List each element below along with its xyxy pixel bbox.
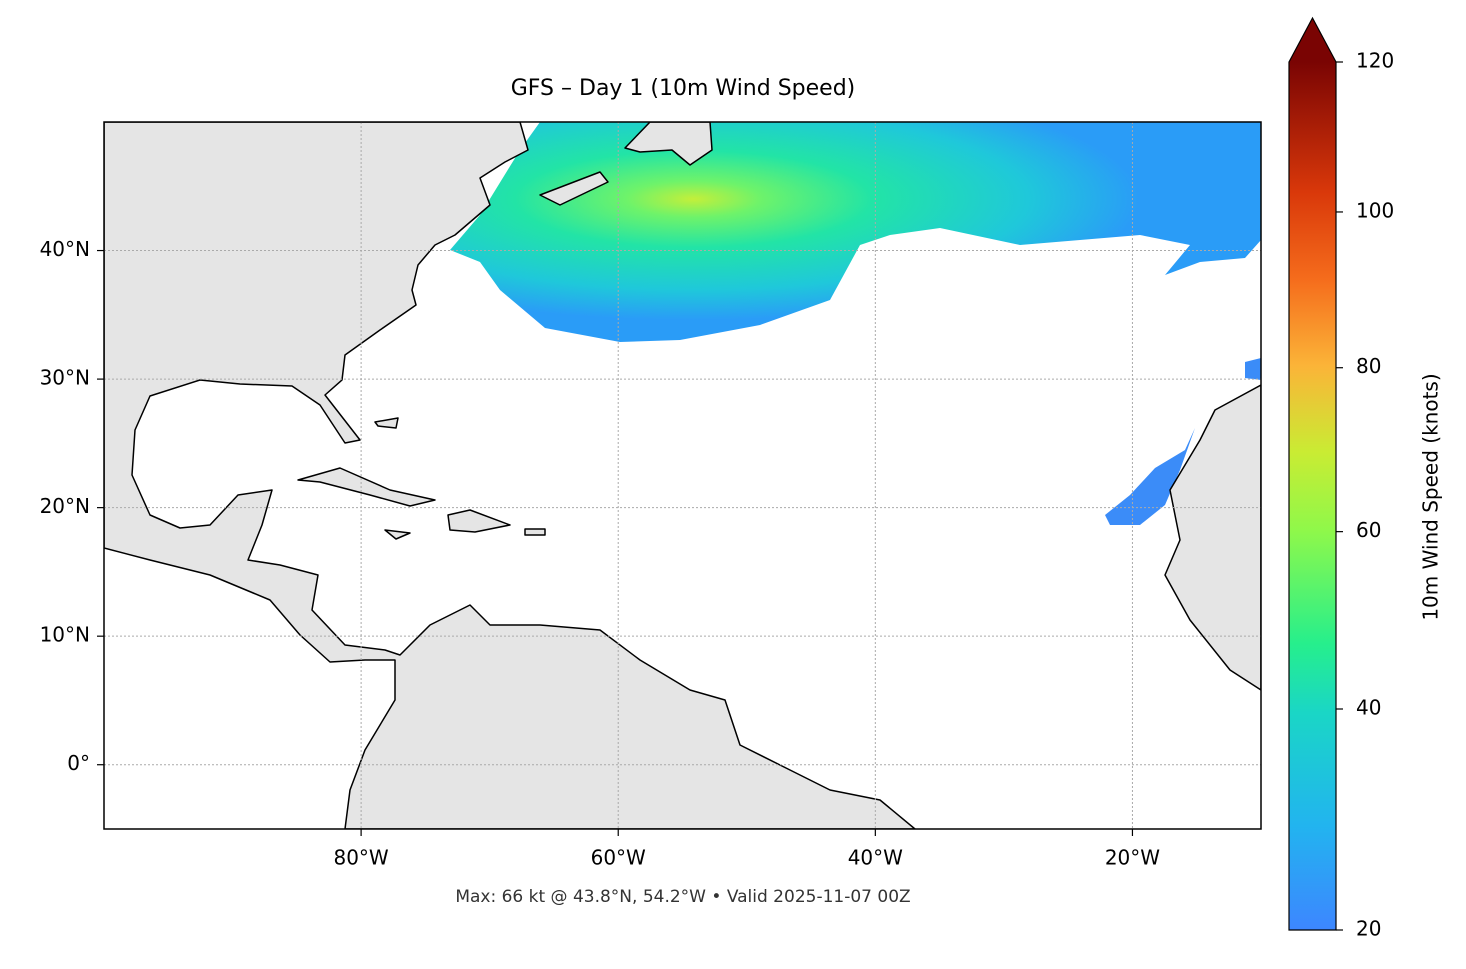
land	[447, 509, 511, 533]
land	[104, 122, 916, 829]
land	[297, 467, 436, 507]
map-frame	[103, 121, 1262, 830]
colorbar-tick-label: 40	[1356, 695, 1381, 719]
land	[374, 417, 399, 429]
y-tick-label: 20°N	[40, 494, 90, 518]
wind-field	[450, 122, 1261, 342]
colorbar-tick-label: 80	[1356, 354, 1381, 378]
land	[524, 528, 546, 536]
wind-field-east	[1245, 358, 1261, 380]
colorbar-frame	[1288, 16, 1337, 931]
x-tick-label: 20°W	[1105, 846, 1160, 870]
colorbar-label: 10m Wind Speed (knots)	[1419, 373, 1443, 620]
y-tick-label: 10°N	[40, 623, 90, 647]
colorbar-tick-label: 60	[1356, 518, 1381, 542]
grid	[104, 122, 1261, 829]
land	[1164, 384, 1261, 691]
colorbar-ticks: 20 40 60 80 100 120	[1336, 49, 1394, 941]
map-area	[104, 122, 1261, 829]
y-tick-label: 40°N	[40, 237, 90, 261]
land	[624, 122, 713, 166]
x-tick-label: 40°W	[848, 846, 903, 870]
colorbar-tick-label: 100	[1356, 198, 1394, 222]
colorbar	[1289, 62, 1336, 930]
ticks: 80°W 60°W 40°W 20°W 0° 10°N 20°N 30°N 40°N	[40, 237, 1161, 869]
x-tick-label: 60°W	[591, 846, 646, 870]
land	[384, 529, 411, 540]
colorbar-tick-label: 20	[1356, 917, 1381, 941]
colorbar-tick-label: 120	[1356, 49, 1394, 73]
y-tick-label: 0°	[67, 751, 90, 775]
x-tick-label: 80°W	[333, 846, 388, 870]
land	[539, 171, 609, 206]
footer-note: Max: 66 kt @ 43.8°N, 54.2°W • Valid 2025…	[455, 887, 910, 907]
map-title: GFS – Day 1 (10m Wind Speed)	[511, 76, 856, 101]
colorbar-extend	[1289, 18, 1336, 62]
y-tick-label: 30°N	[40, 366, 90, 390]
wind-field-east	[1105, 428, 1195, 525]
